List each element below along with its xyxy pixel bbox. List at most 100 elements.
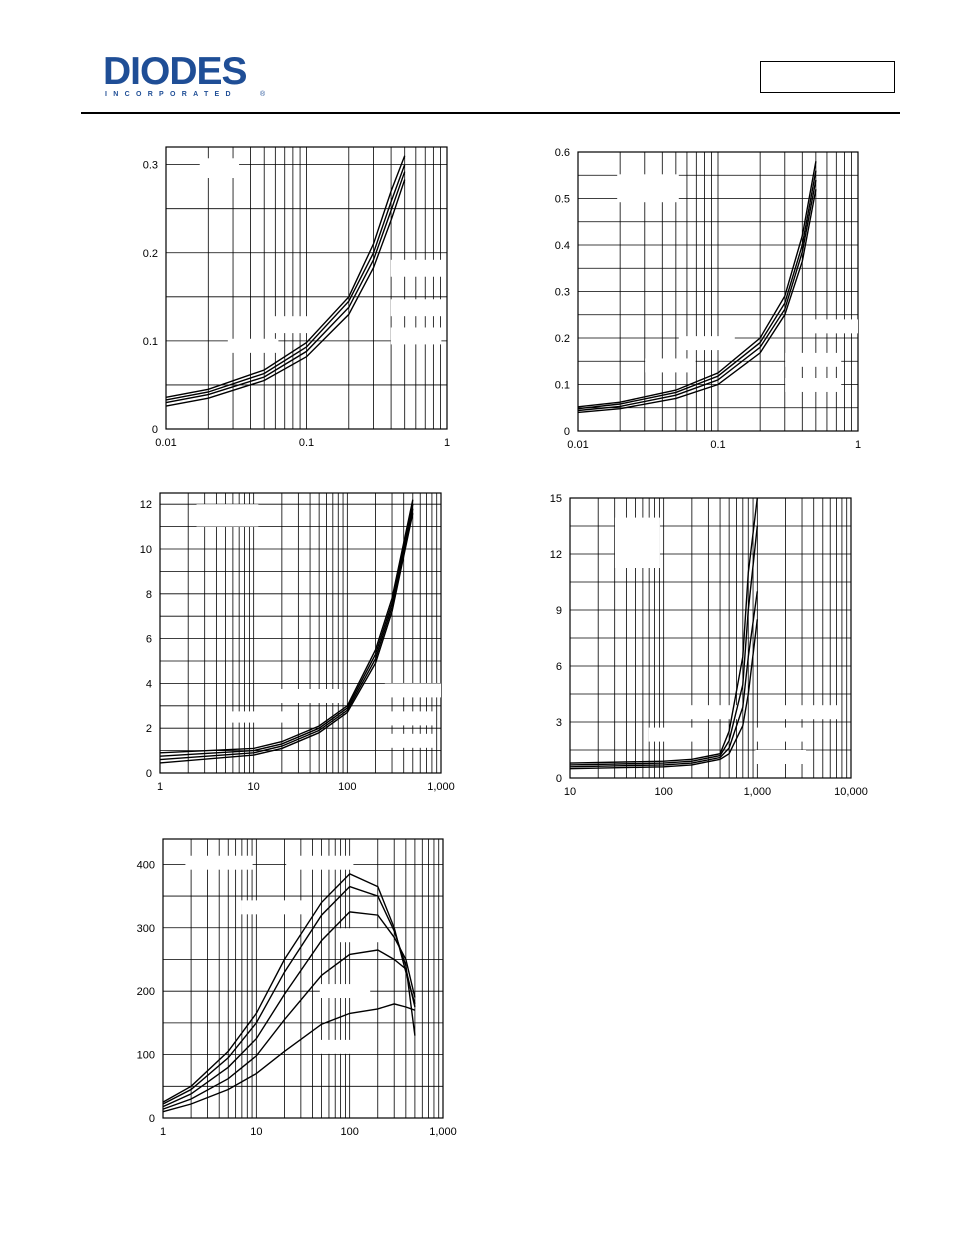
x-tick-label: 10 (564, 786, 576, 798)
y-tick-label: 6 (146, 634, 152, 646)
label-area (384, 711, 436, 726)
label-area (390, 259, 442, 277)
x-tick-label: 0.1 (299, 437, 314, 449)
series-line-2 (162, 885, 416, 1105)
y-tick-label: 10 (140, 544, 152, 556)
logo-wordmark: DIODES (103, 52, 247, 93)
label-area (196, 504, 259, 527)
x-tick-label: 1 (157, 781, 163, 793)
x-tick-label: 0.01 (155, 437, 176, 449)
label-area (755, 750, 807, 764)
chart-5: 1 10 100 1,000 0 100 200 300 400 (137, 838, 457, 1138)
series-line-2 (577, 170, 817, 410)
x-tick-label: 100 (340, 1126, 358, 1138)
y-tick-label: 4 (146, 678, 152, 690)
y-tick-label: 6 (556, 661, 562, 673)
plot-frame (159, 492, 442, 774)
series-line-4 (162, 949, 416, 1110)
x-tick-label: 10 (250, 1126, 262, 1138)
y-tick-label: 2 (146, 723, 152, 735)
diodes-logo: DIODES INCORPORATED ® (103, 50, 273, 103)
y-tick-label: 0.3 (143, 160, 158, 172)
x-tick-label: 1 (160, 1126, 166, 1138)
registered-mark: ® (260, 90, 266, 98)
y-tick-label: 100 (137, 1050, 155, 1062)
series-line-2 (569, 525, 758, 766)
label-area (807, 319, 858, 334)
label-area (645, 358, 696, 373)
label-area (390, 327, 442, 345)
y-tick-label: 0.2 (555, 333, 570, 345)
label-area (777, 705, 840, 720)
part-number-box (760, 61, 895, 93)
series-line-2 (165, 164, 406, 401)
y-tick-label: 0 (149, 1113, 155, 1125)
label-area (688, 705, 739, 720)
diodes-logo-graphic: DIODES INCORPORATED ® (103, 50, 266, 98)
x-tick-label: 10 (248, 781, 260, 793)
y-tick-label: 0 (564, 426, 570, 438)
label-area (678, 336, 735, 351)
y-tick-label: 0.5 (555, 194, 570, 206)
y-tick-label: 0 (146, 768, 152, 780)
x-tick-label: 0.01 (567, 439, 588, 451)
label-area (267, 316, 318, 334)
plot-frame (577, 151, 859, 432)
y-tick-label: 3 (556, 717, 562, 729)
series-line-4 (165, 179, 406, 407)
y-tick-label: 0.1 (143, 336, 158, 348)
series-line-1 (165, 155, 406, 398)
y-tick-label: 8 (146, 589, 152, 601)
y-tick-label: 0.4 (555, 240, 570, 252)
y-tick-label: 0 (556, 773, 562, 785)
label-area (785, 377, 842, 392)
chart-1: 0.01 0.1 1 0 0.1 0.2 0.3 (143, 146, 450, 449)
series-line-1 (569, 497, 758, 764)
y-tick-label: 0.2 (143, 248, 158, 260)
series-line-1 (577, 161, 817, 408)
series-line-3 (569, 591, 758, 768)
y-tick-label: 9 (556, 605, 562, 617)
header-divider (81, 112, 900, 114)
label-area (227, 338, 279, 353)
y-tick-label: 12 (550, 549, 562, 561)
label-area (648, 727, 700, 742)
series-line-4 (577, 189, 817, 414)
y-tick-label: 200 (137, 986, 155, 998)
series-line-3 (165, 171, 406, 404)
label-area (319, 984, 371, 999)
label-area (384, 683, 441, 698)
label-area (614, 517, 660, 568)
series-line-3 (577, 179, 817, 412)
y-tick-label: 400 (137, 859, 155, 871)
series-line-3 (162, 911, 416, 1108)
x-tick-label: 10,000 (834, 786, 868, 798)
x-tick-label: 100 (338, 781, 356, 793)
plot-frame (162, 838, 444, 1119)
series-line-1 (159, 499, 414, 754)
label-area (785, 352, 842, 367)
logo-subtext: INCORPORATED (105, 91, 237, 98)
y-tick-label: 0.6 (555, 147, 570, 159)
label-area (319, 1039, 371, 1054)
series-line-5 (162, 1003, 416, 1113)
label-area (241, 900, 303, 915)
x-tick-label: 1 (444, 437, 450, 449)
x-tick-label: 0.1 (710, 439, 725, 451)
chart-4: 10 100 1,000 10,000 0 3 6 9 12 15 (550, 493, 868, 798)
plot-frame (569, 497, 852, 779)
label-area (390, 299, 442, 317)
y-tick-label: 0 (152, 424, 158, 436)
chart-3: 1 10 100 1,000 0 2 4 6 8 10 12 (140, 492, 455, 793)
series-line-3 (159, 508, 414, 761)
series-line-2 (159, 504, 414, 757)
chart-2: 0.01 0.1 1 0 0.1 0.2 0.3 0.4 0.5 0.6 (555, 147, 861, 451)
x-tick-label: 1,000 (429, 1126, 457, 1138)
label-area (286, 855, 354, 870)
x-tick-label: 100 (654, 786, 672, 798)
y-tick-label: 15 (550, 493, 562, 505)
label-area (336, 928, 387, 943)
x-tick-label: 1,000 (744, 786, 772, 798)
label-area (185, 855, 253, 870)
